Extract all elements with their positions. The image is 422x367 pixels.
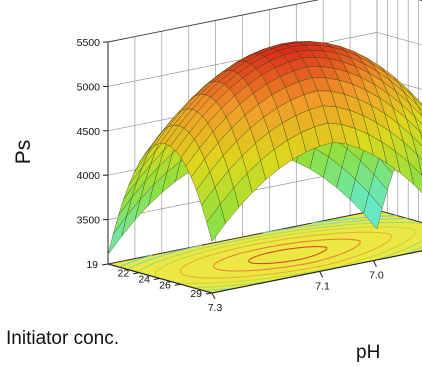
surface-cell (206, 203, 226, 243)
z-axis-label: Ps (12, 140, 35, 165)
y-tick-label: 7.3 (208, 302, 223, 314)
floor-contour-line (248, 246, 328, 265)
floor-contour-line (212, 238, 361, 272)
x-tick-mark (174, 283, 181, 286)
x-tick-label: 26 (159, 279, 171, 291)
y-tick-label: 7.1 (315, 280, 330, 292)
x-axis-label: Initiator conc. (6, 328, 119, 349)
wall-grid-line (418, 0, 422, 1)
x-tick-label: 22 (118, 268, 130, 280)
y-tick-mark (319, 271, 324, 278)
wall-top-edge (418, 0, 422, 2)
y-tick-mark (211, 292, 216, 300)
floor-contour-line (179, 231, 393, 279)
z-tick-label: 5500 (77, 37, 101, 49)
x-tick-label: 24 (138, 274, 150, 286)
response-surface (107, 41, 422, 255)
floor-contour-line (126, 217, 422, 292)
wall-grid-line (376, 32, 422, 46)
y-tick-label: 7.0 (369, 270, 384, 282)
floor-contour-line (154, 226, 416, 284)
x-tick-mark (101, 263, 109, 266)
z-tick-label: 4500 (77, 126, 101, 138)
tick-labels: 3500400045005000550019222426296.86.97.07… (77, 37, 384, 314)
y-tick-mark (372, 260, 377, 267)
x-tick-mark (133, 272, 140, 275)
z-tick-label: 4000 (77, 170, 101, 182)
x-tick-label: 29 (190, 288, 202, 300)
wall-grid-line (376, 165, 422, 179)
x-tick-label: 19 (86, 259, 98, 271)
x-tick-mark (205, 292, 213, 295)
wall-top-edge (107, 0, 320, 43)
y-axis-label: pH (356, 342, 380, 363)
x-tick-mark (153, 278, 161, 280)
z-tick-label: 3500 (77, 215, 101, 227)
z-tick-label: 5000 (77, 81, 101, 93)
y-axis-line (211, 250, 422, 294)
